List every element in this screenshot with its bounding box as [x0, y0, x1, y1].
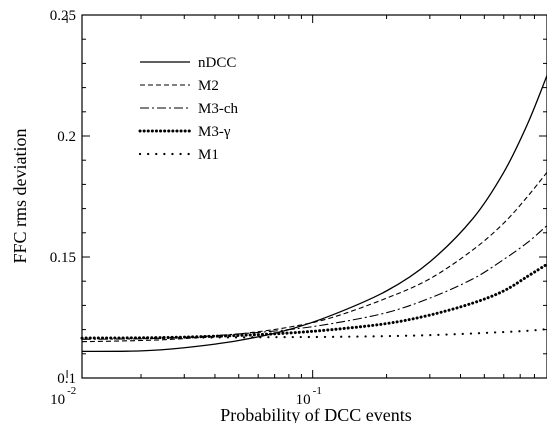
y-tick-label: 0.25 [50, 8, 76, 24]
y-tick-label: 0.2 [57, 129, 76, 145]
legend-label: M2 [198, 78, 219, 94]
x-tick-label-exponent: -2 [67, 385, 76, 397]
series-line-m2 [81, 171, 547, 343]
legend-label: M3-ch [198, 101, 238, 117]
legend-label: nDCC [198, 55, 236, 71]
legend: nDCC M2 M3-ch M3-γ M1 [138, 55, 238, 163]
x-axis-title: Probability of DCC events [220, 405, 412, 423]
x-tick-label-exponent: -1 [313, 385, 322, 397]
y-axis-title: FFC rms deviation [10, 128, 30, 263]
x-tick-label: 10 [296, 392, 311, 408]
series-line-m3- [80, 262, 547, 340]
y-tick-label: 0.1 [57, 371, 76, 387]
plot-area-frame [81, 14, 547, 379]
legend-label: M3-γ [198, 124, 231, 140]
series-layer [80, 75, 547, 353]
y-tick-label: 0.15 [50, 250, 76, 266]
legend-label: M1 [198, 147, 219, 163]
x-tick-label: 10 [50, 392, 65, 408]
series-line-ndcc [81, 75, 547, 353]
